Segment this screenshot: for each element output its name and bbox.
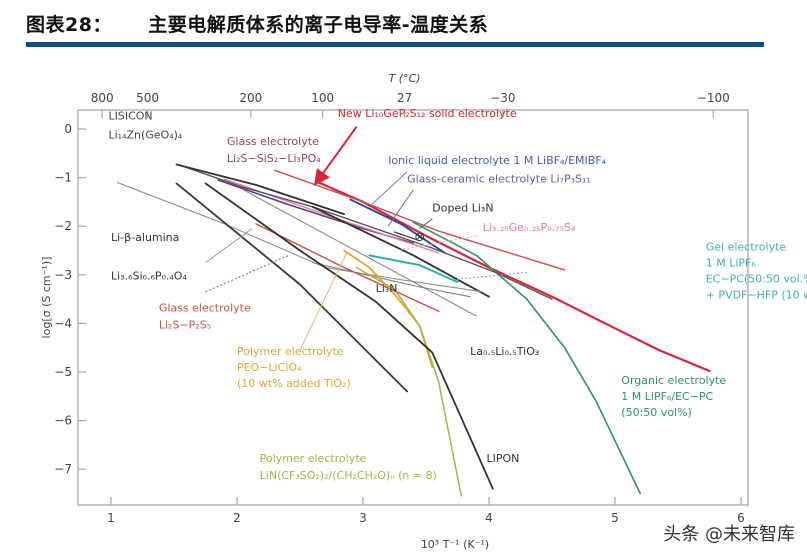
plot-frame xyxy=(77,109,749,506)
series-line-15 xyxy=(355,266,463,497)
leader-line-3 xyxy=(419,218,433,230)
x-tick-label: 3 xyxy=(359,511,367,525)
y-tick-label: −4 xyxy=(54,316,72,330)
annotation-label: New Li₁₀GeP₂S₁₂ solid electrolyte xyxy=(338,107,517,120)
top-tick-label: 27 xyxy=(397,91,412,105)
leader-line-1 xyxy=(371,171,408,205)
top-tick-label: 200 xyxy=(239,91,262,105)
figure-label: 图表28： xyxy=(26,14,112,36)
annotation-label: Glass electrolyte xyxy=(159,301,251,314)
annotation-label: Li₂S−P₂S₅ xyxy=(159,318,211,331)
leader-line-2 xyxy=(387,189,414,227)
doped-li3n-marker: ⊗ xyxy=(414,230,425,245)
y-tick-label: −3 xyxy=(54,268,72,282)
annotation-label: LISICON xyxy=(108,109,152,122)
annotation-label: Gel electrolyte xyxy=(706,241,787,254)
annotation-label: Polymer electrolyte xyxy=(237,345,344,358)
y-tick-label: 0 xyxy=(64,122,72,136)
annotation-label: + PVDF−HFP (10 wt%) xyxy=(706,289,807,302)
annotation-label: 1 M LiPF₆/EC−PC xyxy=(621,390,713,403)
annotation-label: 1 M LiPF₆ xyxy=(706,257,757,270)
annotation-label: La₀.₅Li₀.₅TiO₃ xyxy=(470,345,539,358)
series-line-1 xyxy=(349,198,446,254)
annotation-label: Li₃.₂₅Ge₀.₂₅P₀.₇₅S₄ xyxy=(483,221,576,234)
annotation-label: Organic electrolyte xyxy=(621,374,726,387)
series-line-3 xyxy=(412,221,641,495)
annotation-label: LiN(CF₃SO₂)₂/(CH₂CH₂O)ₙ (n = 8) xyxy=(260,469,437,482)
y-tick-label: −1 xyxy=(54,171,72,185)
x-tick-label: 1 xyxy=(107,511,115,525)
top-tick-label: 800 xyxy=(91,91,114,105)
y-tick-label: −6 xyxy=(54,414,72,428)
series-line-16 xyxy=(204,182,494,490)
series-line-18 xyxy=(175,182,408,393)
annotation-label: Polymer electrolyte xyxy=(260,452,367,465)
leader-line-5 xyxy=(453,271,527,281)
series-line-11 xyxy=(312,262,471,298)
annotation-label: (10 wt% added TiO₂) xyxy=(237,377,351,390)
series-line-0 xyxy=(315,180,711,373)
leader-line-7 xyxy=(205,254,289,293)
leader-line-6 xyxy=(205,228,253,264)
annotation-label: Li₃.₆Si₀.₆P₀.₄O₄ xyxy=(111,270,187,283)
top-tick-label: 100 xyxy=(311,91,334,105)
top-axis-title: T (°C) xyxy=(389,72,421,85)
top-tick-label: −100 xyxy=(697,91,730,105)
annotation-label: PEO−LiClO₄ xyxy=(237,361,302,374)
series-line-12 xyxy=(255,223,440,312)
leader-line-8 xyxy=(299,252,348,351)
series-line-17 xyxy=(175,163,345,215)
figure-title-text: 主要电解质体系的离子电导率-温度关系 xyxy=(148,14,489,36)
leader-arrow-0 xyxy=(314,125,358,186)
leader-line-4 xyxy=(400,235,477,251)
title-rule xyxy=(26,42,764,47)
series-line-6 xyxy=(274,169,566,271)
x-axis-title: 10³ T⁻¹ (K⁻¹) xyxy=(421,538,489,551)
series-line-8 xyxy=(242,189,477,317)
x-tick-label: 2 xyxy=(233,511,241,525)
top-tick-label: 500 xyxy=(136,91,159,105)
series-line-9 xyxy=(311,205,490,298)
annotation-label: Li₃N xyxy=(376,282,398,295)
x-tick-label: 4 xyxy=(485,511,493,525)
y-axis-title: log[σ (S cm⁻¹)] xyxy=(40,257,53,339)
annotation-label: Li₂S−SiS₂−Li₃PO₄ xyxy=(227,152,321,165)
y-tick-label: −2 xyxy=(54,219,72,233)
annotation-label: Li-β-alumina xyxy=(111,231,179,244)
y-tick-label: −7 xyxy=(54,462,72,476)
x-tick-label: 5 xyxy=(611,511,619,525)
watermark: 头条 @未来智库 xyxy=(663,524,795,545)
series-line-13 xyxy=(393,231,421,242)
series-line-4 xyxy=(368,254,459,284)
annotation-label: EC−PC(50:50 vol.%) xyxy=(706,273,807,286)
annotation-label: Doped Li₃N xyxy=(432,202,493,215)
annotation-label: (50:50 vol%) xyxy=(621,406,692,419)
annotation-label: Ionic liquid electrolyte 1 M LiBF₄/EMIBF… xyxy=(388,154,606,167)
annotation-label: Li₁₄Zn(GeO₄)₄ xyxy=(108,129,182,142)
series-line-7 xyxy=(179,164,553,300)
y-tick-label: −5 xyxy=(54,365,72,379)
top-tick-label: −30 xyxy=(490,91,515,105)
annotation-label: Glass electrolyte xyxy=(227,135,319,148)
annotation-label: LIPON xyxy=(486,452,519,465)
x-tick-label: 6 xyxy=(737,511,745,525)
figure-title: 图表28： 主要电解质体系的离子电导率-温度关系 xyxy=(26,10,488,37)
annotation-label: Glass-ceramic electrolyte Li₇P₃S₁₁ xyxy=(407,172,591,185)
